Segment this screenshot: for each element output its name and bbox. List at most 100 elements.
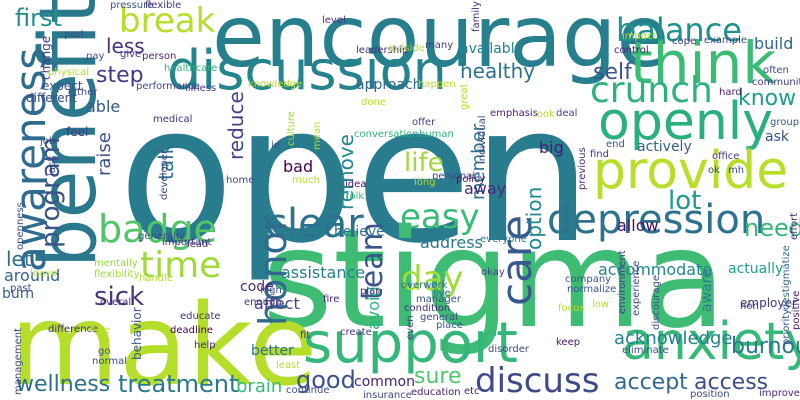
- word-policy: policy: [456, 174, 486, 185]
- word-discourage: discourage: [651, 274, 662, 330]
- word-self: self: [593, 60, 632, 85]
- word-previous: previous: [577, 147, 588, 190]
- word-go: go: [98, 346, 111, 357]
- word-actually: actually: [728, 261, 784, 277]
- word-lot: lot: [668, 186, 702, 216]
- word-openly: openly: [598, 92, 773, 152]
- word-accommodate: accommodate: [598, 260, 713, 279]
- word-help: help: [194, 340, 216, 351]
- word-affect: affect: [254, 294, 300, 313]
- word-address: address: [420, 233, 483, 252]
- word-believe: believe: [334, 224, 385, 240]
- word-discussion: discussion: [167, 39, 447, 102]
- word-many: many: [425, 40, 454, 51]
- word-burnout: burnout: [731, 334, 800, 359]
- word-position: position: [690, 389, 730, 400]
- word-even: even: [405, 315, 416, 340]
- word-impact: impact: [622, 31, 657, 42]
- word-good: good: [296, 366, 356, 394]
- word-available: available: [460, 41, 524, 57]
- word-education: education: [411, 387, 461, 398]
- word-stigma: stigma: [262, 201, 727, 359]
- word-personal: personal: [432, 171, 476, 182]
- word-medical: medical: [153, 114, 193, 125]
- word-disorder: disorder: [488, 344, 530, 355]
- word-burn: burn: [2, 286, 35, 302]
- word-access: access: [694, 370, 769, 395]
- word-anxiety: anxiety: [622, 312, 800, 372]
- word-human: human: [419, 129, 454, 140]
- word-outside: outside: [388, 43, 425, 54]
- word-make: make: [10, 281, 318, 400]
- word-approach: approach: [356, 77, 422, 93]
- word-physical: physical: [48, 67, 89, 78]
- word-let: let: [6, 247, 32, 271]
- word-positive: positive: [791, 290, 800, 330]
- word-build: build: [754, 34, 794, 53]
- word-community: community: [752, 77, 800, 88]
- word-break: break: [119, 1, 216, 41]
- word-reduce: reduce: [224, 91, 248, 160]
- word-offer: offer: [412, 117, 436, 128]
- word-deadline: deadline: [170, 325, 214, 336]
- word-time: time: [140, 245, 222, 286]
- word-live: live: [433, 288, 451, 299]
- word-create: create: [340, 327, 372, 338]
- word-flexible: flexible: [145, 0, 182, 11]
- word-lack: lack: [47, 155, 58, 176]
- word-important: important: [162, 237, 212, 248]
- word-normal: normal: [92, 356, 128, 367]
- word-mh: mh: [728, 165, 745, 176]
- word-behavior: behavior: [130, 307, 144, 360]
- word-educate: educate: [180, 311, 221, 322]
- word-improve: improve: [759, 388, 800, 399]
- word-expect: expect: [42, 79, 83, 93]
- word-balance: balance: [616, 11, 742, 49]
- word-pay: pay: [86, 51, 105, 62]
- word-need: need: [744, 214, 800, 242]
- word-deal: deal: [556, 108, 578, 119]
- word-easy: easy: [400, 197, 480, 237]
- word-difference: difference: [48, 324, 99, 335]
- word-developer: developer: [159, 149, 170, 200]
- word-badge: badge: [98, 207, 218, 251]
- word-provide: provide: [593, 141, 789, 201]
- word-handle: handle: [139, 273, 174, 284]
- word-group: group: [770, 117, 800, 128]
- word-keep: keep: [556, 337, 581, 348]
- word-past: past: [10, 283, 32, 294]
- word-raise: raise: [94, 132, 115, 176]
- word-etc: etc: [464, 386, 480, 397]
- word-different: different: [26, 91, 77, 105]
- word-option: option: [522, 186, 546, 250]
- word-everyone: everyone: [480, 234, 527, 245]
- word-healthy: healthy: [460, 59, 536, 83]
- word-flexibility: flexibility: [94, 269, 140, 280]
- word-healthcare: healthcare: [164, 63, 218, 74]
- word-overall: overall: [100, 297, 134, 308]
- word-folk: folk: [346, 191, 365, 202]
- word-accept: accept: [614, 370, 688, 395]
- word-example: example: [704, 35, 748, 46]
- word-find: find: [590, 149, 609, 160]
- word-wellness: wellness: [16, 372, 111, 397]
- word-low: low: [592, 299, 610, 310]
- word-support: support: [303, 311, 519, 376]
- word-normalize: normalize: [567, 284, 617, 295]
- word-able: able: [86, 97, 121, 116]
- word-ask: ask: [765, 129, 789, 145]
- word-assistance: assistance: [281, 263, 366, 282]
- word-ie: ie: [271, 140, 280, 151]
- word-mentally: mentally: [94, 258, 138, 269]
- word-high: high: [260, 285, 282, 296]
- word-openness: openness: [15, 202, 26, 250]
- word-program: program: [36, 137, 66, 248]
- word-look: look: [534, 109, 555, 120]
- word-long: long: [414, 177, 436, 188]
- word-often: often: [763, 65, 789, 76]
- word-line: line: [92, 325, 111, 336]
- word-code: code: [240, 279, 274, 295]
- word-done: done: [361, 97, 386, 108]
- word-level: level: [322, 15, 346, 26]
- word-think: think: [630, 29, 776, 97]
